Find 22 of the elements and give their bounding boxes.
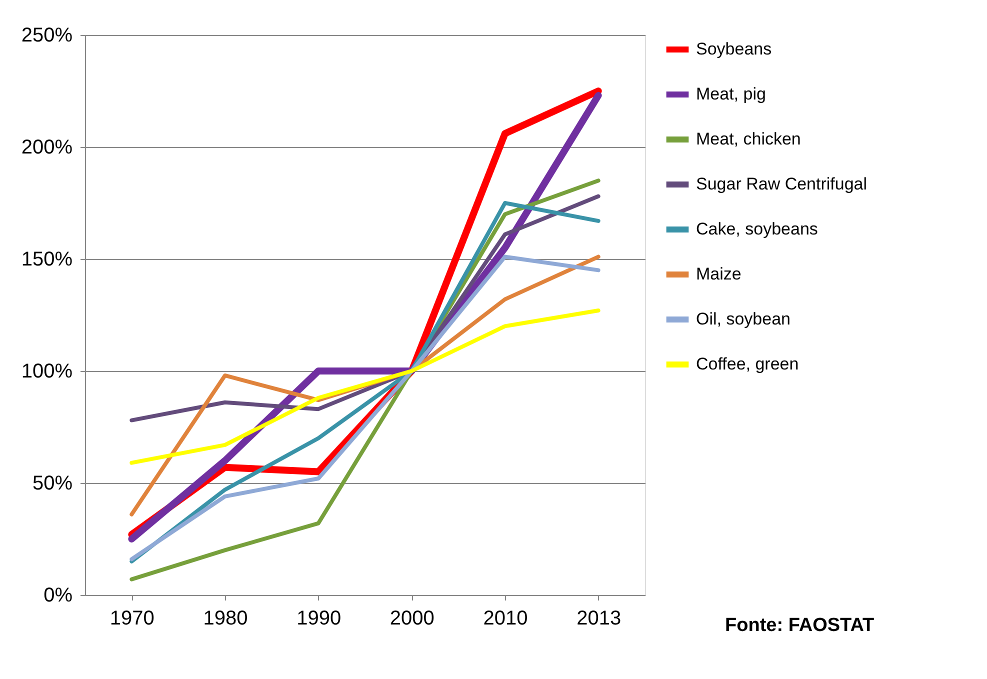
y-tick-label: 200% [21, 136, 73, 158]
y-tick-label: 50% [32, 472, 73, 494]
legend-label: Cake, soybeans [696, 220, 818, 238]
line-series [130, 308, 600, 465]
x-tick-label: 1990 [296, 608, 342, 630]
x-tick-label: 2000 [390, 608, 434, 630]
source-note: Fonte: FAOSTAT [725, 615, 875, 636]
y-tick-label: 0% [44, 584, 73, 606]
legend-label: Oil, soybean [696, 310, 790, 328]
legend-label: Coffee, green [696, 354, 799, 374]
y-tick-label: 100% [21, 360, 73, 382]
x-tick-label: 2013 [576, 608, 622, 630]
legend-label: Maize [696, 264, 742, 284]
legend-label: Sugar Raw Centrifugal [696, 174, 868, 194]
x-tick-label: 1970 [110, 608, 154, 630]
x-tick-label: 2010 [483, 608, 528, 630]
legend-label: Meat, chicken [696, 130, 801, 148]
y-tick-label: 150% [21, 248, 73, 270]
x-tick-label: 1980 [203, 608, 248, 630]
y-tick-label: 250% [21, 24, 73, 46]
legend-label: Soybeans [696, 40, 772, 58]
legend-label: Meat, pig [696, 84, 766, 104]
